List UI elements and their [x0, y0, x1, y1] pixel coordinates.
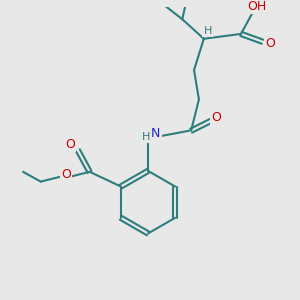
Text: O: O: [266, 37, 275, 50]
Text: H: H: [142, 132, 150, 142]
Text: H: H: [203, 26, 212, 36]
Text: O: O: [61, 168, 71, 181]
Text: O: O: [65, 138, 75, 151]
Text: O: O: [212, 111, 221, 124]
Text: OH: OH: [247, 0, 266, 13]
Text: N: N: [151, 127, 160, 140]
